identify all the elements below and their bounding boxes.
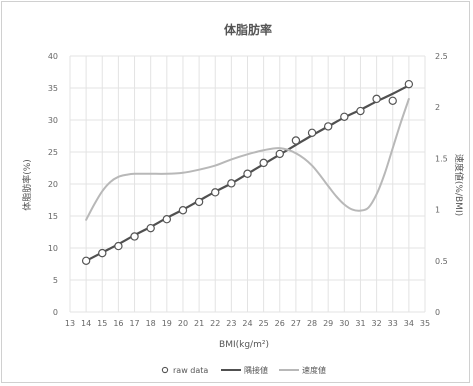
data-point xyxy=(275,149,284,159)
data-point xyxy=(323,122,333,131)
data-point xyxy=(162,214,172,224)
y-left-tick-label: 40 xyxy=(48,52,58,61)
y-axis-right-title: 速度値(%/BMI) xyxy=(453,154,465,216)
data-point xyxy=(81,256,91,265)
x-tick-label: 20 xyxy=(178,319,188,328)
data-point xyxy=(340,112,349,122)
legend: raw data 隅接値 速度値 xyxy=(161,365,326,375)
data-point xyxy=(404,79,414,89)
x-tick-label: 21 xyxy=(194,319,204,328)
x-tick-label: 15 xyxy=(97,319,107,328)
legend-label: 速度値 xyxy=(302,365,326,375)
data-point xyxy=(372,94,381,104)
y-left-tick-label: 15 xyxy=(48,212,58,221)
legend-label: 隅接値 xyxy=(244,365,268,375)
data-point xyxy=(356,106,365,116)
data-point xyxy=(227,179,236,188)
x-tick-label: 18 xyxy=(146,319,156,328)
x-tick-label: 33 xyxy=(388,319,398,328)
legend-label: raw data xyxy=(173,366,208,375)
data-point xyxy=(307,128,317,137)
x-tick-label: 32 xyxy=(371,319,381,328)
y-right-tick-label: 1 xyxy=(435,206,440,215)
grid xyxy=(69,55,426,313)
axes: 13 14 15 16 17 18 19 20 21 22 23 24 25 26 27 28 29 30 31 32… xyxy=(48,52,448,328)
x-tick-label: 28 xyxy=(307,319,317,328)
x-tick-label: 29 xyxy=(323,319,333,328)
x-tick-label: 24 xyxy=(242,319,252,328)
legend-marker xyxy=(161,366,169,374)
x-tick-label: 25 xyxy=(259,319,269,328)
y-axis-left-title: 体脂肪率(%) xyxy=(21,159,33,211)
y-right-tick-label: 0 xyxy=(435,308,440,317)
x-tick-label: 31 xyxy=(355,319,365,328)
data-point xyxy=(178,206,188,215)
x-tick-label: 14 xyxy=(81,319,91,328)
x-tick-label: 26 xyxy=(275,319,285,328)
x-tick-label: 17 xyxy=(129,319,139,328)
y-left-tick-label: 10 xyxy=(48,244,58,253)
y-left-tick-label: 35 xyxy=(48,84,58,93)
y-right-tick-label: 1.5 xyxy=(435,154,448,163)
x-tick-label: 30 xyxy=(339,319,349,328)
x-tick-label: 19 xyxy=(162,319,172,328)
x-tick-label: 22 xyxy=(210,319,220,328)
data-point xyxy=(146,223,155,233)
x-tick-label: 13 xyxy=(65,319,75,328)
y-right-tick-label: 2.5 xyxy=(435,52,448,61)
data-point xyxy=(291,136,301,145)
data-point xyxy=(130,232,139,241)
data-point xyxy=(388,96,397,106)
x-tick-label: 16 xyxy=(113,319,123,328)
series-line xyxy=(85,98,410,221)
data-point xyxy=(194,197,204,207)
data-point xyxy=(211,188,220,197)
data-point xyxy=(114,241,123,251)
y-left-tick-label: 5 xyxy=(53,276,58,285)
y-left-tick-label: 30 xyxy=(48,116,58,125)
x-tick-label: 35 xyxy=(420,319,430,328)
x-tick-label: 23 xyxy=(226,319,236,328)
chart-title: 体脂肪率 xyxy=(224,22,272,37)
y-left-tick-label: 0 xyxy=(53,308,58,317)
data-point xyxy=(259,158,268,168)
x-tick-label: 27 xyxy=(291,319,301,328)
y-right-tick-label: 0.5 xyxy=(435,257,448,266)
data-point xyxy=(98,248,107,258)
y-right-tick-label: 2 xyxy=(435,103,440,112)
x-axis-title: BMI(kg/m²) xyxy=(219,340,269,350)
plot-area xyxy=(81,79,414,265)
y-left-tick-label: 20 xyxy=(48,180,58,189)
y-left-tick-label: 25 xyxy=(48,148,58,157)
x-tick-label: 34 xyxy=(404,319,414,328)
data-point xyxy=(243,169,252,178)
